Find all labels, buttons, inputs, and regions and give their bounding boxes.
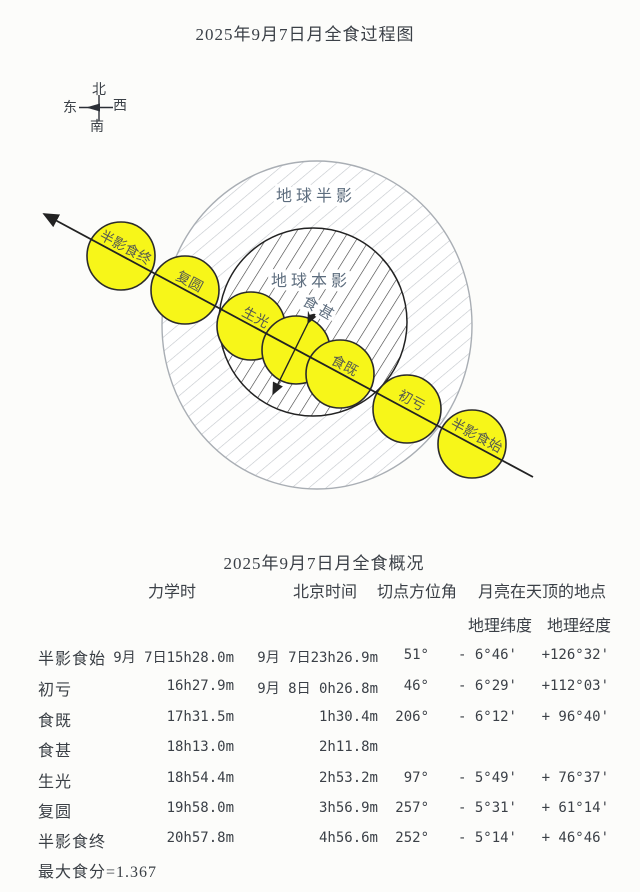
cell-phase: 食既 (38, 713, 73, 730)
cell-dynamical-time: 16h27.9m (166, 678, 234, 694)
overview-title: 2025年9月7日月全食概况 (223, 554, 425, 573)
cell-longitude: + 96°40' (541, 709, 609, 725)
table-row: 复圆 19h58.0m 3h56.9m 257° - 5°31' + 61°14… (0, 798, 640, 821)
cell-phase: 半影食终 (38, 834, 107, 851)
table-row: 半影食始 9月 7日15h28.0m 9月 7日23h26.9m 51° - 6… (0, 645, 640, 668)
table-row: 半影食终 20h57.8m 4h56.6m 252° - 5°14' + 46°… (0, 828, 640, 851)
cell-latitude: - 5°49' (457, 770, 517, 786)
header-beijing-time: 北京时间 (292, 584, 358, 601)
cell-contact-angle: 257° (395, 800, 429, 816)
cell-beijing-time: 1h30.4m (318, 709, 378, 725)
compass: 北 南 东 西 (63, 82, 127, 135)
compass-west-label: 西 (113, 99, 127, 114)
header-contact-angle: 切点方位角 (376, 584, 458, 601)
compass-north-label: 北 (92, 82, 106, 98)
cell-dynamical-time: 20h57.8m (166, 830, 234, 846)
header-zenith-location: 月亮在天顶的地点 (477, 584, 607, 601)
eclipse-diagram: 北 南 东 西 地球半影 地球本影 食甚 (42, 82, 534, 490)
cell-contact-angle: 206° (395, 709, 429, 725)
header-latitude: 地理纬度 (467, 618, 533, 635)
cell-dynamical-time: 18h13.0m (166, 739, 234, 755)
cell-beijing-time: 3h56.9m (318, 800, 378, 816)
cell-contact-angle: 252° (395, 830, 429, 846)
cell-contact-angle: 46° (403, 678, 429, 694)
cell-longitude: + 61°14' (541, 800, 609, 816)
table-row: 食既 17h31.5m 1h30.4m 206° - 6°12' + 96°40… (0, 707, 640, 730)
penumbra-label: 地球半影 (276, 187, 356, 205)
maximum-direction-arrow (272, 310, 318, 396)
compass-west-arrow-icon (86, 103, 100, 112)
compass-east-label: 东 (63, 100, 77, 116)
cell-dynamical-time: 17h31.5m (166, 709, 234, 725)
cell-longitude: + 46°46' (541, 830, 609, 846)
header-dynamical-time: 力学时 (147, 584, 197, 601)
cell-phase: 生光 (38, 774, 73, 791)
cell-latitude: - 5°31' (457, 800, 517, 816)
cell-phase: 食甚 (38, 743, 73, 760)
table-row: 初亏 16h27.9m 9月 8日 0h26.8m 46° - 6°29' +1… (0, 676, 640, 699)
cell-contact-angle: 97° (403, 770, 429, 786)
cell-latitude: - 5°14' (457, 830, 517, 846)
page-title: 2025年9月7日月全食过程图 (195, 25, 415, 44)
max-magnitude-note: 最大食分=1.367 (38, 864, 158, 881)
cell-dynamical-time: 9月 7日15h28.0m (113, 650, 234, 666)
cell-phase: 复圆 (38, 804, 73, 821)
cell-beijing-time: 2h11.8m (318, 739, 378, 755)
cell-beijing-time: 9月 8日 0h26.8m (257, 681, 378, 697)
cell-beijing-time: 2h53.2m (318, 770, 378, 786)
cell-beijing-time: 9月 7日23h26.9m (257, 650, 378, 666)
header-longitude: 地理经度 (546, 618, 612, 635)
cell-phase: 初亏 (38, 682, 73, 699)
cell-dynamical-time: 19h58.0m (166, 800, 234, 816)
cell-phase: 半影食始 (38, 651, 107, 668)
cell-longitude: + 76°37' (541, 770, 609, 786)
cell-contact-angle: 51° (403, 647, 429, 663)
table-row: 食甚 18h13.0m 2h11.8m (0, 737, 640, 760)
cell-longitude: +112°03' (541, 678, 609, 694)
cell-beijing-time: 4h56.6m (318, 830, 378, 846)
cell-latitude: - 6°46' (457, 647, 517, 663)
compass-south-label: 南 (90, 119, 104, 135)
cell-longitude: +126°32' (541, 647, 609, 663)
cell-latitude: - 6°12' (457, 709, 517, 725)
cell-latitude: - 6°29' (457, 678, 517, 694)
umbra-label: 地球本影 (271, 272, 351, 290)
cell-dynamical-time: 18h54.4m (166, 770, 234, 786)
table-row: 生光 18h54.4m 2h53.2m 97° - 5°49' + 76°37' (0, 768, 640, 791)
